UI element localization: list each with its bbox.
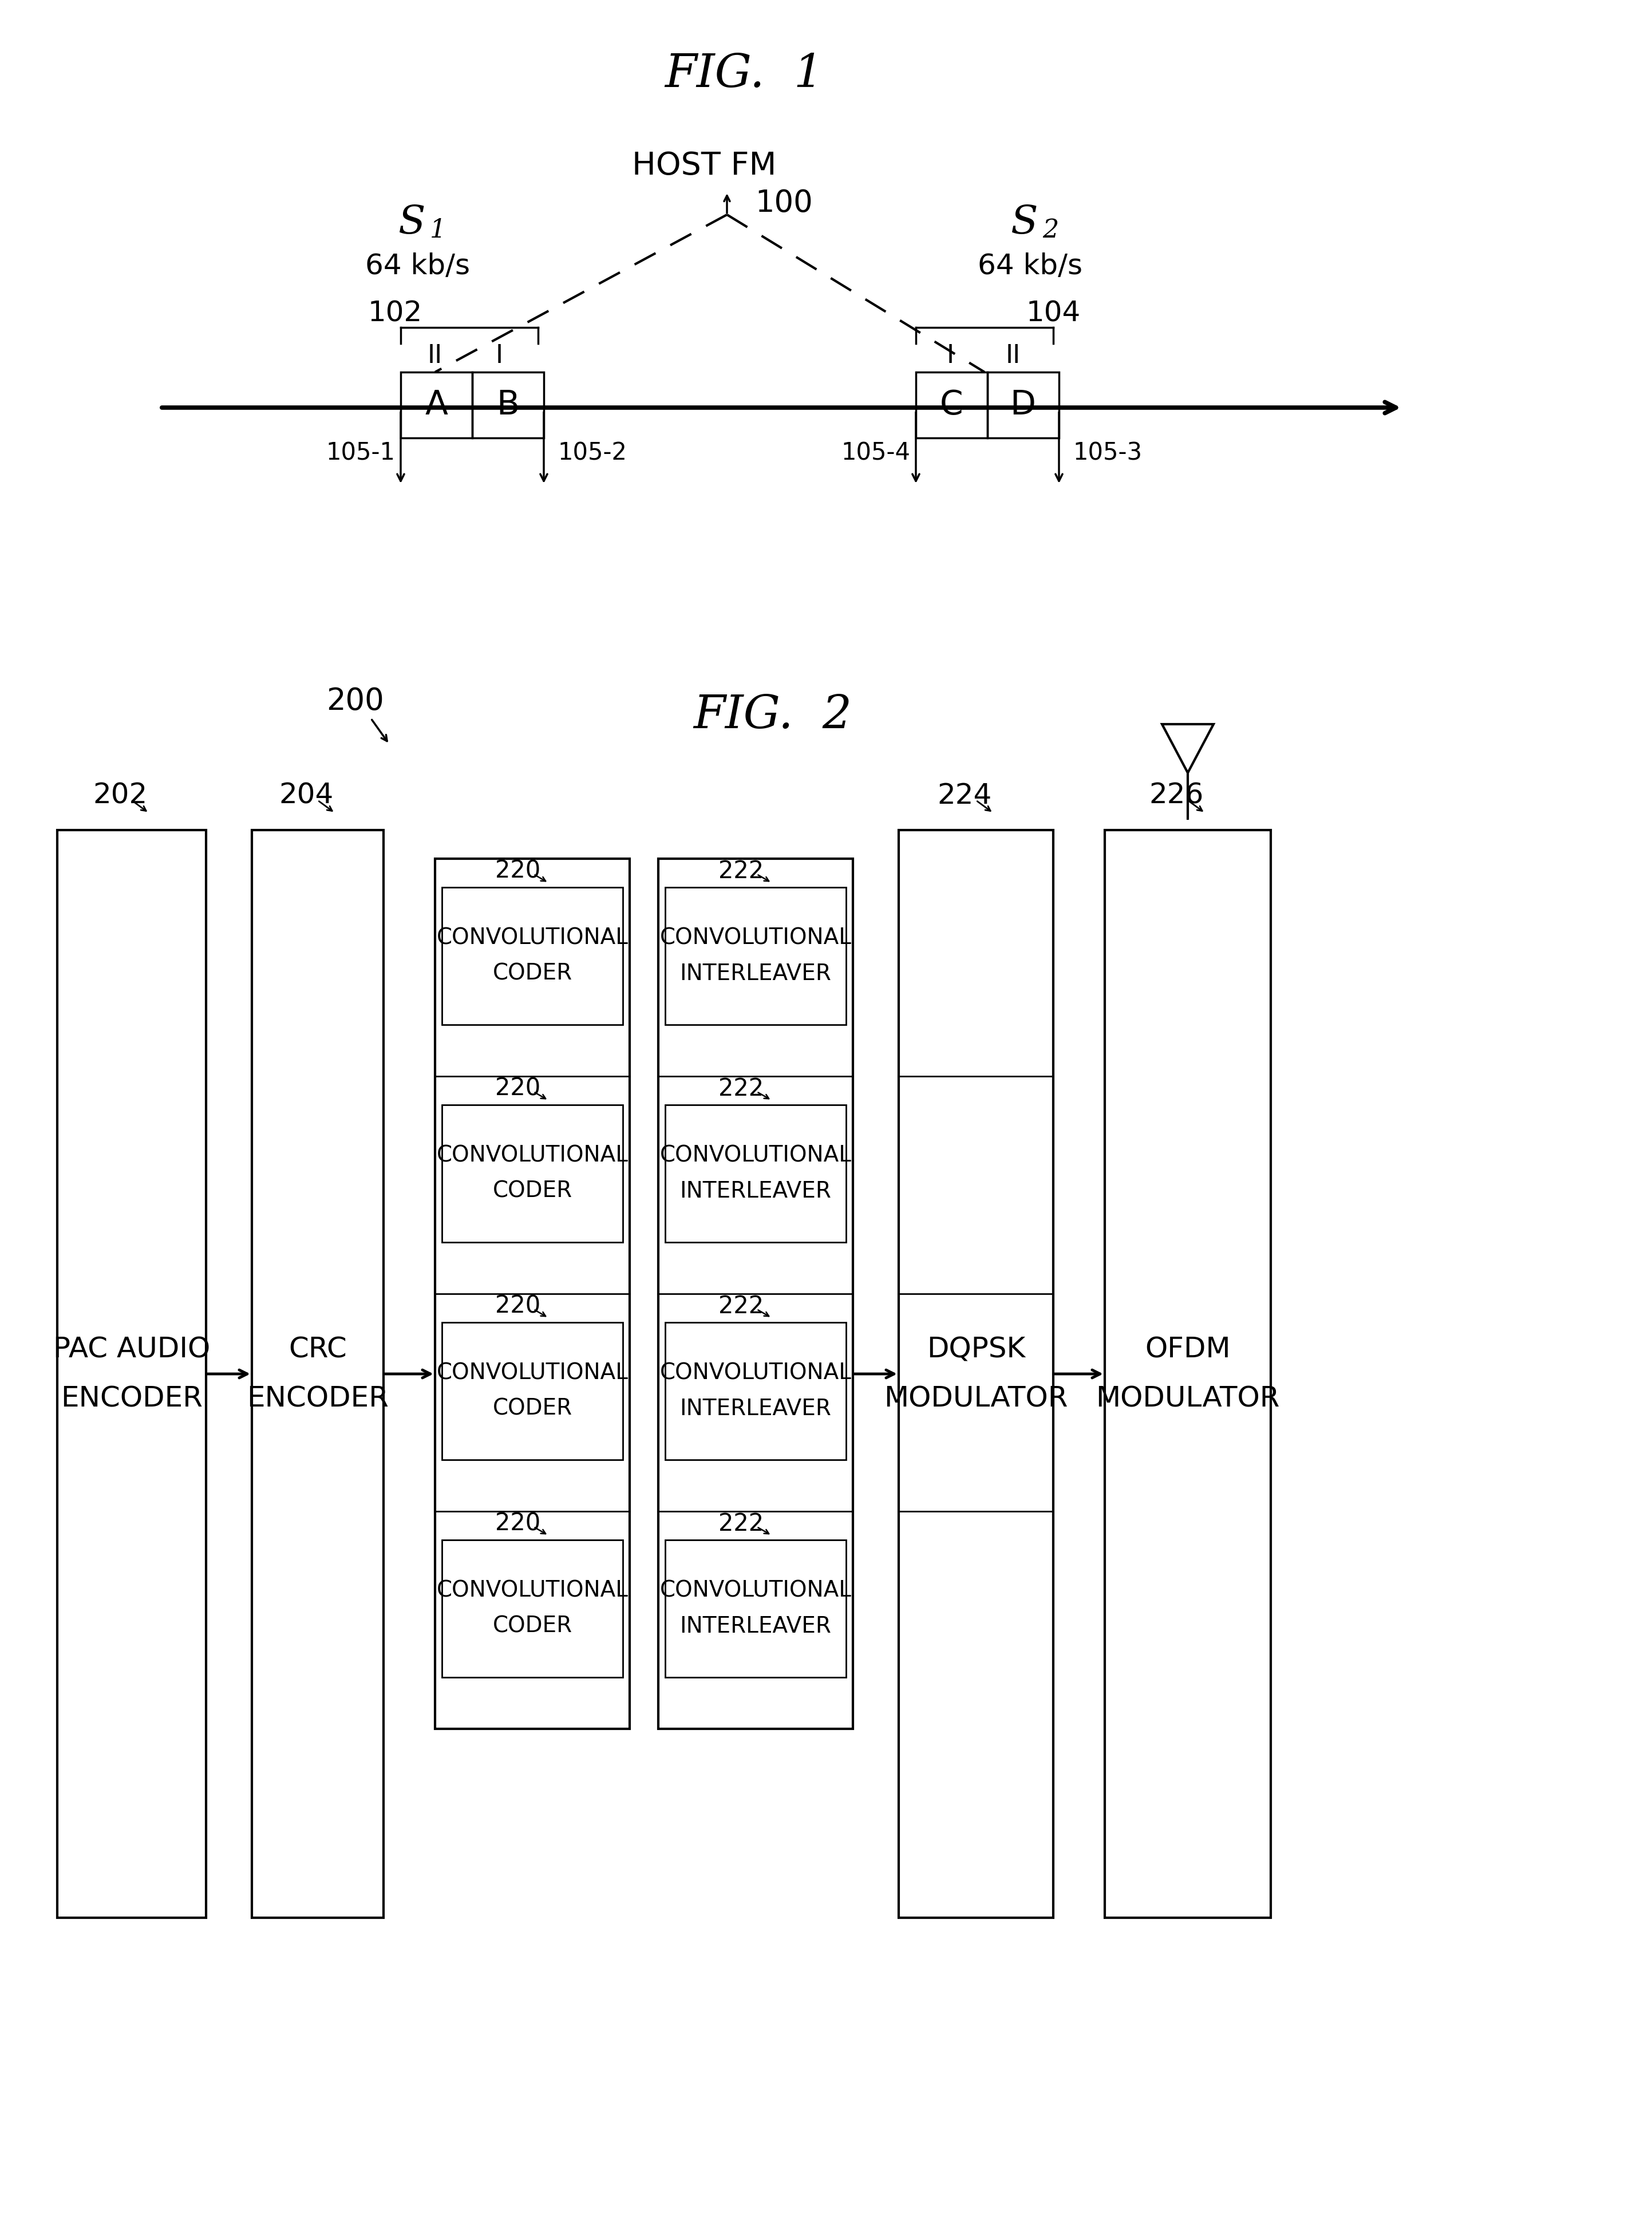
Text: 102: 102 <box>368 299 423 328</box>
Text: CONVOLUTIONAL
CODER: CONVOLUTIONAL CODER <box>436 1363 628 1420</box>
Bar <box>666 1540 846 1678</box>
Text: 64 kb/s: 64 kb/s <box>365 253 471 279</box>
Bar <box>434 858 629 1728</box>
Text: II: II <box>1006 343 1021 368</box>
Text: 220: 220 <box>496 1294 540 1319</box>
Text: CONVOLUTIONAL
CODER: CONVOLUTIONAL CODER <box>436 1580 628 1638</box>
Text: CONVOLUTIONAL
INTERLEAVER: CONVOLUTIONAL INTERLEAVER <box>659 1146 851 1201</box>
Text: 222: 222 <box>719 1294 763 1319</box>
Text: 64 kb/s: 64 kb/s <box>978 253 1082 279</box>
Text: CRC
ENCODER: CRC ENCODER <box>246 1336 388 1412</box>
Bar <box>441 1540 623 1678</box>
Text: 104: 104 <box>1026 299 1080 328</box>
Text: CONVOLUTIONAL
INTERLEAVER: CONVOLUTIONAL INTERLEAVER <box>659 926 851 984</box>
Bar <box>657 858 852 1728</box>
Bar <box>666 886 846 1024</box>
Text: B: B <box>496 388 519 421</box>
Bar <box>441 1323 623 1460</box>
Bar <box>441 886 623 1024</box>
Text: 220: 220 <box>496 860 540 884</box>
Text: PAC AUDIO
ENCODER: PAC AUDIO ENCODER <box>53 1336 210 1412</box>
Text: 200: 200 <box>325 687 383 716</box>
Text: CONVOLUTIONAL
CODER: CONVOLUTIONAL CODER <box>436 1146 628 1201</box>
Text: 220: 220 <box>496 1077 540 1101</box>
Text: 100: 100 <box>755 188 813 217</box>
Text: OFDM
MODULATOR: OFDM MODULATOR <box>1095 1336 1280 1412</box>
Text: C: C <box>940 388 963 421</box>
Text: CONVOLUTIONAL
CODER: CONVOLUTIONAL CODER <box>436 926 628 984</box>
Text: CONVOLUTIONAL
INTERLEAVER: CONVOLUTIONAL INTERLEAVER <box>659 1363 851 1420</box>
Bar <box>251 831 383 1917</box>
Text: 222: 222 <box>719 1511 763 1536</box>
Text: FIG.  1: FIG. 1 <box>664 53 823 98</box>
Text: 202: 202 <box>93 782 147 809</box>
Bar <box>988 372 1059 439</box>
Bar <box>915 372 988 439</box>
Text: 220: 220 <box>496 1511 540 1536</box>
Text: FIG.  2: FIG. 2 <box>694 694 852 738</box>
Bar <box>899 831 1054 1917</box>
Text: S: S <box>1011 204 1037 242</box>
Text: II: II <box>428 343 443 368</box>
Text: D: D <box>1009 388 1036 421</box>
Bar <box>441 1106 623 1243</box>
Text: DQPSK
MODULATOR: DQPSK MODULATOR <box>884 1336 1067 1412</box>
Bar <box>472 372 544 439</box>
Text: 105-4: 105-4 <box>841 441 910 465</box>
Bar <box>666 1323 846 1460</box>
Text: 204: 204 <box>279 782 334 809</box>
Bar <box>666 1106 846 1243</box>
Text: 226: 226 <box>1150 782 1204 809</box>
Text: 222: 222 <box>719 860 763 884</box>
Text: 1: 1 <box>430 217 446 242</box>
Text: CONVOLUTIONAL
INTERLEAVER: CONVOLUTIONAL INTERLEAVER <box>659 1580 851 1638</box>
Text: HOST FM: HOST FM <box>631 151 776 182</box>
Text: S: S <box>398 204 426 242</box>
Text: 105-1: 105-1 <box>325 441 395 465</box>
Bar <box>1105 831 1270 1917</box>
Text: 224: 224 <box>937 782 991 809</box>
Bar <box>401 372 472 439</box>
Text: 2: 2 <box>1042 217 1059 242</box>
Text: I: I <box>496 343 502 368</box>
Text: 105-3: 105-3 <box>1072 441 1142 465</box>
Text: A: A <box>425 388 448 421</box>
Text: 222: 222 <box>719 1077 763 1101</box>
Bar <box>58 831 206 1917</box>
Text: I: I <box>947 343 953 368</box>
Text: 105-2: 105-2 <box>558 441 628 465</box>
